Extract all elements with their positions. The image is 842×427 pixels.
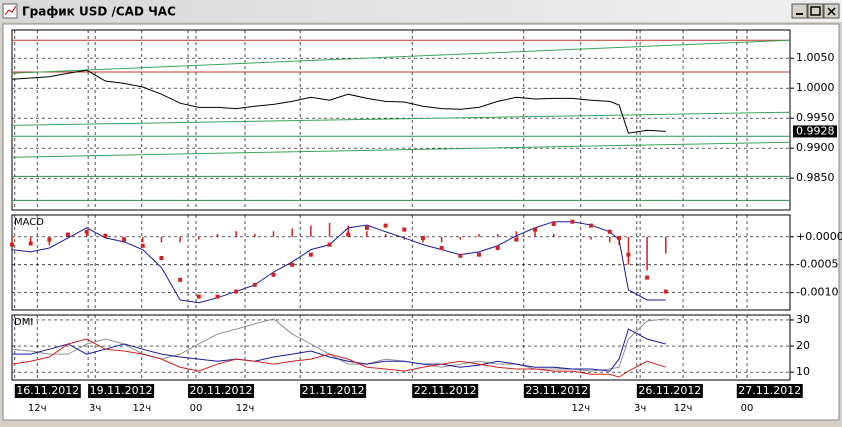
x-tick-label: 16.11.2012 bbox=[16, 384, 79, 397]
panel-title: DMI bbox=[14, 317, 33, 328]
window-title: График USD /CAD ЧАС bbox=[22, 5, 176, 19]
signal-dot bbox=[420, 235, 425, 240]
hour-tick-label: 12ч bbox=[571, 403, 590, 414]
hour-tick-label: 12ч bbox=[674, 403, 693, 414]
signal-dot bbox=[122, 237, 127, 242]
x-tick-label: 23.11.2012 bbox=[525, 384, 588, 397]
signal-dot bbox=[252, 282, 257, 287]
signal-dot bbox=[458, 253, 463, 258]
signal-dot bbox=[663, 289, 668, 294]
signal-dot bbox=[215, 294, 220, 299]
trend-line bbox=[11, 39, 791, 74]
series-line bbox=[11, 69, 666, 134]
signal-dot bbox=[159, 256, 164, 261]
signal-dot bbox=[103, 233, 108, 238]
signal-dot bbox=[346, 232, 351, 237]
signal-dot bbox=[626, 252, 631, 257]
y-tick-label: +0.0000 bbox=[796, 230, 842, 243]
date-label-box bbox=[636, 384, 703, 398]
price-marker-label: 0.9928 bbox=[796, 124, 835, 137]
hour-tick-label: 3ч bbox=[634, 403, 646, 414]
signal-dot bbox=[533, 227, 538, 232]
date-label-box bbox=[412, 384, 479, 398]
hour-tick-label: 00 bbox=[741, 403, 754, 414]
signal-dot bbox=[327, 242, 332, 247]
date-label-box bbox=[300, 384, 367, 398]
signal-dot bbox=[308, 252, 313, 257]
signal-dot bbox=[47, 237, 52, 242]
date-label-box bbox=[88, 384, 155, 398]
signal-dot bbox=[402, 227, 407, 232]
y-tick-label: 1.0000 bbox=[796, 81, 835, 94]
signal-dot bbox=[589, 223, 594, 228]
x-tick-label: 22.11.2012 bbox=[414, 384, 477, 397]
signal-dot bbox=[290, 262, 295, 267]
y-tick-label: 0.9950 bbox=[796, 111, 835, 124]
hour-tick-label: 00 bbox=[190, 403, 203, 414]
signal-dot bbox=[514, 237, 519, 242]
signal-dot bbox=[66, 232, 71, 237]
window-icon bbox=[4, 5, 17, 16]
y-tick-label: 30 bbox=[796, 313, 810, 326]
panel bbox=[11, 314, 791, 381]
signal-dot bbox=[383, 223, 388, 228]
trend-line bbox=[11, 141, 791, 158]
hour-tick-label: 3ч bbox=[89, 403, 101, 414]
panel-title: MACD bbox=[14, 217, 44, 228]
x-tick-label: 19.11.2012 bbox=[90, 384, 153, 397]
signal-dot bbox=[495, 245, 500, 250]
panel bbox=[11, 214, 791, 311]
x-tick-label: 26.11.2012 bbox=[638, 384, 701, 397]
date-label-box bbox=[736, 384, 803, 398]
series-line bbox=[12, 328, 666, 372]
date-label-box bbox=[188, 384, 255, 398]
signal-dot bbox=[140, 243, 145, 248]
signal-dot bbox=[178, 277, 183, 282]
signal-dot bbox=[196, 294, 201, 299]
y-tick-label: 1.0050 bbox=[796, 51, 835, 64]
signal-dot bbox=[617, 235, 622, 240]
minimize-button[interactable] bbox=[791, 3, 808, 19]
y-tick-label: 10 bbox=[796, 365, 810, 378]
x-tick-label: 27.11.2012 bbox=[738, 384, 801, 397]
signal-dot bbox=[607, 229, 612, 234]
signal-dot bbox=[28, 241, 33, 246]
x-tick-label: 21.11.2012 bbox=[302, 384, 365, 397]
hour-tick-label: 12ч bbox=[236, 403, 255, 414]
signal-dot bbox=[10, 242, 14, 247]
title-bar bbox=[0, 0, 842, 22]
hour-tick-label: 12ч bbox=[133, 403, 152, 414]
series-line bbox=[11, 338, 666, 378]
y-tick-label: 0.9850 bbox=[796, 171, 835, 184]
date-label-box bbox=[14, 384, 81, 398]
signal-dot bbox=[439, 245, 444, 250]
signal-dot bbox=[84, 229, 89, 234]
x-tick-label: 20.11.2012 bbox=[190, 384, 253, 397]
date-label-box bbox=[523, 384, 590, 398]
maximize-button[interactable] bbox=[807, 3, 824, 19]
y-tick-label: 20 bbox=[796, 339, 810, 352]
signal-dot bbox=[645, 275, 650, 280]
signal-dot bbox=[551, 221, 556, 226]
hour-tick-label: 12ч bbox=[28, 403, 47, 414]
signal-dot bbox=[364, 225, 369, 230]
y-tick-label: 0.9900 bbox=[796, 141, 835, 154]
y-tick-label: -0.0005 bbox=[796, 258, 838, 271]
signal-dot bbox=[234, 289, 239, 294]
trend-line bbox=[11, 111, 791, 126]
price-marker bbox=[793, 125, 837, 138]
y-tick-label: -0.0010 bbox=[796, 286, 838, 299]
signal-dot bbox=[570, 219, 575, 224]
signal-dot bbox=[476, 252, 481, 257]
close-button[interactable] bbox=[823, 3, 840, 19]
signal-dot bbox=[271, 272, 276, 277]
